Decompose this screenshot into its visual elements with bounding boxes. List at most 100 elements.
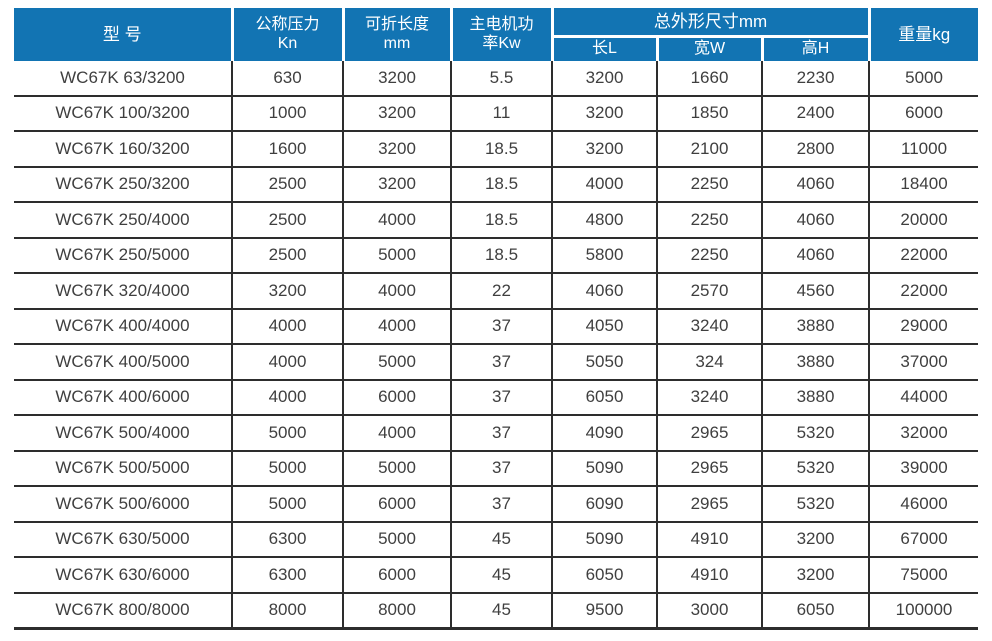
cell-pressure-kn: 6300 xyxy=(232,521,344,558)
cell-dim-length-l: 5800 xyxy=(552,237,658,274)
table-row: WC67K 400/4000 4000 4000 37 4050 3240 3880 2900… xyxy=(14,308,979,345)
cell-weight-kg: 22000 xyxy=(869,237,979,274)
cell-pressure-kn: 4000 xyxy=(232,308,344,345)
cell-pressure-kn: 630 xyxy=(232,61,344,97)
col-header-pressure: 公称压力 Kn xyxy=(230,8,343,61)
cell-fold-length-mm: 3200 xyxy=(343,166,452,203)
cell-dim-width-w: 3000 xyxy=(657,592,763,630)
col-header-model: 型 号 xyxy=(14,8,232,61)
cell-motor-power-kw: 37 xyxy=(451,379,553,416)
cell-motor-power-kw: 18.5 xyxy=(451,166,553,203)
cell-dim-length-l: 3200 xyxy=(552,95,658,132)
cell-weight-kg: 100000 xyxy=(869,592,979,630)
cell-model: WC67K 630/5000 xyxy=(14,521,233,558)
cell-pressure-kn: 5000 xyxy=(232,486,344,523)
cell-motor-power-kw: 37 xyxy=(451,308,553,345)
cell-fold-length-mm: 4000 xyxy=(343,273,452,310)
cell-model: WC67K 400/4000 xyxy=(14,308,233,345)
cell-model: WC67K 500/6000 xyxy=(14,486,233,523)
cell-model: WC67K 400/6000 xyxy=(14,379,233,416)
table-row: WC67K 250/5000 2500 5000 18.5 5800 2250 4060 22… xyxy=(14,237,979,274)
cell-motor-power-kw: 18.5 xyxy=(451,202,553,239)
cell-dim-length-l: 6090 xyxy=(552,486,658,523)
cell-dim-width-w: 3240 xyxy=(657,308,763,345)
col-header-weight: 重量kg xyxy=(867,8,979,61)
cell-dim-width-w: 2570 xyxy=(657,273,763,310)
cell-dim-height-h: 4060 xyxy=(762,166,871,203)
col-header-fold-length: 可折长度 mm xyxy=(341,8,451,61)
cell-weight-kg: 11000 xyxy=(869,131,979,168)
cell-fold-length-mm: 6000 xyxy=(343,557,452,594)
cell-dim-width-w: 4910 xyxy=(657,557,763,594)
cell-dim-height-h: 2400 xyxy=(762,95,871,132)
cell-model: WC67K 320/4000 xyxy=(14,273,233,310)
cell-motor-power-kw: 37 xyxy=(451,344,553,381)
cell-motor-power-kw: 22 xyxy=(451,273,553,310)
cell-dim-length-l: 3200 xyxy=(552,61,658,97)
cell-dim-width-w: 2250 xyxy=(657,237,763,274)
cell-pressure-kn: 1000 xyxy=(232,95,344,132)
cell-model: WC67K 400/5000 xyxy=(14,344,233,381)
cell-weight-kg: 5000 xyxy=(869,61,979,97)
col-header-pressure-label: 公称压力 xyxy=(255,16,320,34)
cell-weight-kg: 29000 xyxy=(869,308,979,345)
cell-dim-height-h: 3880 xyxy=(762,379,871,416)
table-row: WC67K 400/6000 4000 6000 37 6050 3240 3880 4400… xyxy=(14,379,979,416)
cell-fold-length-mm: 4000 xyxy=(343,415,452,452)
cell-dim-length-l: 4000 xyxy=(552,166,658,203)
spec-table: 型 号 公称压力 Kn 可折长度 mm 主电机功 率Kw 总外形尺寸mm 重量k… xyxy=(14,8,979,630)
cell-pressure-kn: 2500 xyxy=(232,202,344,239)
cell-pressure-kn: 6300 xyxy=(232,557,344,594)
cell-motor-power-kw: 45 xyxy=(451,592,553,630)
table-row: WC67K 250/3200 2500 3200 18.5 4000 2250 4060 18… xyxy=(14,166,979,203)
cell-model: WC67K 250/5000 xyxy=(14,237,233,274)
table-row: WC67K 500/4000 5000 4000 37 4090 2965 5320 3200… xyxy=(14,415,979,452)
cell-pressure-kn: 3200 xyxy=(232,273,344,310)
col-header-dimensions-group: 总外形尺寸mm xyxy=(550,8,870,37)
cell-fold-length-mm: 8000 xyxy=(343,592,452,630)
cell-weight-kg: 46000 xyxy=(869,486,979,523)
table-row: WC67K 250/4000 2500 4000 18.5 4800 2250 4060 20… xyxy=(14,202,979,239)
cell-dim-height-h: 5320 xyxy=(762,486,871,523)
cell-weight-kg: 6000 xyxy=(869,95,979,132)
cell-dim-length-l: 6050 xyxy=(552,379,658,416)
cell-dim-length-l: 3200 xyxy=(552,131,658,168)
cell-dim-height-h: 3200 xyxy=(762,557,871,594)
cell-pressure-kn: 2500 xyxy=(232,166,344,203)
cell-dim-width-w: 2965 xyxy=(657,486,763,523)
cell-dim-height-h: 3880 xyxy=(762,344,871,381)
col-header-motor-power-unit: 率Kw xyxy=(482,34,521,52)
table-row: WC67K 320/4000 3200 4000 22 4060 2570 4560 2200… xyxy=(14,273,979,310)
table-header: 型 号 公称压力 Kn 可折长度 mm 主电机功 率Kw 总外形尺寸mm 重量k… xyxy=(14,8,979,61)
cell-dim-width-w: 2965 xyxy=(657,450,763,487)
cell-pressure-kn: 5000 xyxy=(232,415,344,452)
cell-dim-height-h: 6050 xyxy=(762,592,871,630)
cell-motor-power-kw: 37 xyxy=(451,486,553,523)
table-row: WC67K 500/5000 5000 5000 37 5090 2965 5320 3900… xyxy=(14,450,979,487)
cell-weight-kg: 39000 xyxy=(869,450,979,487)
cell-fold-length-mm: 5000 xyxy=(343,237,452,274)
cell-dim-length-l: 4090 xyxy=(552,415,658,452)
header-row-dimensions: 长L 宽W 高H xyxy=(14,35,978,61)
table-row: WC67K 800/8000 8000 8000 45 9500 3000 6050 1000… xyxy=(14,592,979,630)
cell-motor-power-kw: 45 xyxy=(451,557,553,594)
cell-weight-kg: 20000 xyxy=(869,202,979,239)
cell-model: WC67K 63/3200 xyxy=(14,61,233,97)
cell-weight-kg: 37000 xyxy=(869,344,979,381)
cell-dim-height-h: 3880 xyxy=(762,308,871,345)
cell-pressure-kn: 1600 xyxy=(232,131,344,168)
cell-fold-length-mm: 4000 xyxy=(343,308,452,345)
cell-pressure-kn: 4000 xyxy=(232,344,344,381)
cell-dim-length-l: 4060 xyxy=(552,273,658,310)
cell-model: WC67K 160/3200 xyxy=(14,131,233,168)
header-row-main: 型 号 公称压力 Kn 可折长度 mm 主电机功 率Kw 总外形尺寸mm 重量k… xyxy=(14,8,979,61)
cell-motor-power-kw: 45 xyxy=(451,521,553,558)
cell-pressure-kn: 4000 xyxy=(232,379,344,416)
cell-motor-power-kw: 37 xyxy=(451,415,553,452)
cell-dim-height-h: 4060 xyxy=(762,202,871,239)
cell-motor-power-kw: 18.5 xyxy=(451,237,553,274)
cell-fold-length-mm: 4000 xyxy=(343,202,452,239)
cell-dim-length-l: 6050 xyxy=(552,557,658,594)
cell-weight-kg: 67000 xyxy=(869,521,979,558)
